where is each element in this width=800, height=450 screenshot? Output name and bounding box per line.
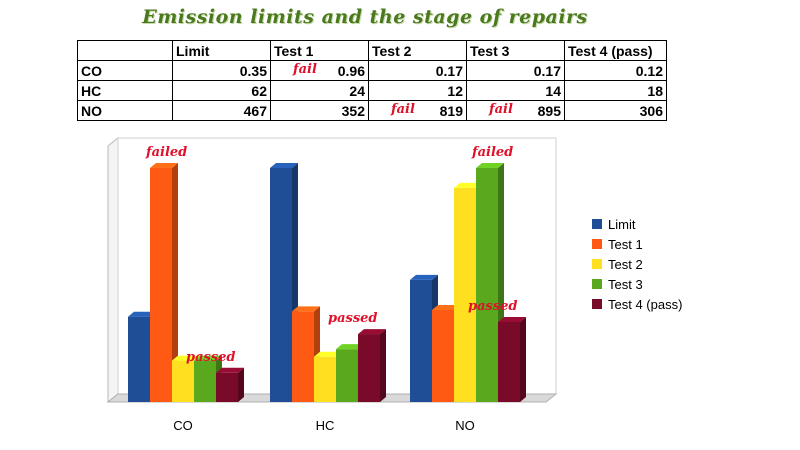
bar-co-1 (150, 168, 172, 402)
legend-swatch (592, 259, 602, 269)
cell-value: 0.35 (239, 62, 267, 79)
legend-label: Test 3 (608, 276, 643, 292)
legend-label: Test 2 (608, 256, 643, 272)
cell-value: 14 (545, 82, 561, 99)
bar-top (498, 316, 526, 322)
cell-value: 0.12 (635, 62, 663, 79)
bar-top (292, 306, 320, 312)
legend-label: Test 1 (608, 236, 643, 252)
column-header: Test 4 (pass) (564, 40, 667, 61)
bar-top (476, 163, 504, 168)
legend-item: Test 1 (592, 234, 682, 254)
cell-value: 24 (349, 82, 365, 99)
cell-value: 819 (439, 102, 463, 119)
legend-swatch (592, 239, 602, 249)
emission-limits-table: Limit Test 1 Test 2 Test 3 Test 4 (pass)… (77, 40, 667, 121)
legend-swatch (592, 279, 602, 289)
fail-mark: fail (489, 102, 513, 117)
bar-side (172, 163, 178, 402)
bar-side (380, 329, 386, 402)
bar-hc-1 (292, 311, 314, 402)
chart-annotation: failed (145, 145, 187, 160)
chart-legend: Limit Test 1 Test 2 Test 3 Test 4 (pass) (592, 214, 682, 314)
table-cell: 24 (270, 80, 369, 101)
table-cell: 352 (270, 100, 369, 121)
table-row-no: NO 467 352 fail 819 fail 895 306 (77, 100, 667, 121)
bar-hc-0 (270, 168, 292, 402)
fail-mark: fail (391, 102, 415, 117)
bar-no-1 (432, 309, 454, 402)
bar-co-4 (216, 372, 238, 402)
bar-no-3 (476, 168, 498, 402)
bar-top (172, 355, 200, 361)
bar-top (358, 329, 386, 335)
bar-top (336, 344, 364, 350)
legend-label: Limit (608, 216, 636, 232)
cell-value: 0.96 (337, 62, 365, 79)
bar-top (432, 304, 460, 310)
bar-no-4 (498, 321, 520, 402)
category-label: CO (173, 418, 193, 433)
bar-top (270, 163, 298, 168)
fail-mark: fail (293, 62, 317, 77)
cell-value: 467 (243, 102, 267, 119)
legend-label: Test 4 (pass) (608, 296, 683, 312)
bar-top (128, 311, 156, 317)
legend-item: Test 4 (pass) (592, 294, 682, 314)
bar-co-2 (172, 360, 194, 402)
legend-swatch (592, 219, 602, 229)
chart-annotation: passed (186, 350, 236, 365)
column-header: Test 3 (466, 40, 565, 61)
cell-value: 0.17 (533, 62, 561, 79)
cell-value: 0.17 (435, 62, 463, 79)
bar-top (194, 355, 222, 361)
cell-value: 18 (647, 82, 663, 99)
table-cell: 306 (564, 100, 667, 121)
row-header: NO (77, 100, 173, 121)
bar-co-0 (128, 316, 150, 402)
bar-side (520, 316, 526, 402)
bar-hc-2 (314, 356, 336, 402)
table-header-row: Limit Test 1 Test 2 Test 3 Test 4 (pass) (77, 40, 667, 61)
bar-no-0 (410, 279, 432, 402)
cell-value: 12 (447, 82, 463, 99)
legend-item: Limit (592, 214, 682, 234)
bar-top (150, 163, 178, 168)
bar-co-3 (194, 360, 216, 402)
chart-side-wall (107, 136, 119, 404)
category-label: NO (455, 418, 475, 433)
bar-hc-4 (358, 334, 380, 402)
cell-value: 306 (639, 102, 663, 119)
bar-side (238, 367, 244, 402)
bar-hc-3 (336, 349, 358, 402)
legend-item: Test 2 (592, 254, 682, 274)
bar-top (454, 182, 482, 188)
table-cell: fail 819 (368, 100, 467, 121)
table-row-hc: HC 62 24 12 14 18 (77, 80, 667, 101)
table-cell: 467 (172, 100, 271, 121)
bar-top (314, 351, 342, 357)
page-title: Emission limits and the stage of repairs (142, 6, 588, 28)
category-label: HC (316, 418, 335, 433)
legend-item: Test 3 (592, 274, 682, 294)
bar-top (410, 274, 438, 280)
chart-annotation: passed (468, 299, 518, 314)
chart-annotation: failed (471, 145, 513, 160)
bar-top (216, 367, 244, 373)
table-cell: fail 895 (466, 100, 565, 121)
cell-value: 352 (341, 102, 365, 119)
cell-value: 895 (537, 102, 561, 119)
chart-annotation: passed (328, 311, 378, 326)
bar-no-2 (454, 187, 476, 402)
cell-value: 62 (251, 82, 267, 99)
legend-swatch (592, 299, 602, 309)
